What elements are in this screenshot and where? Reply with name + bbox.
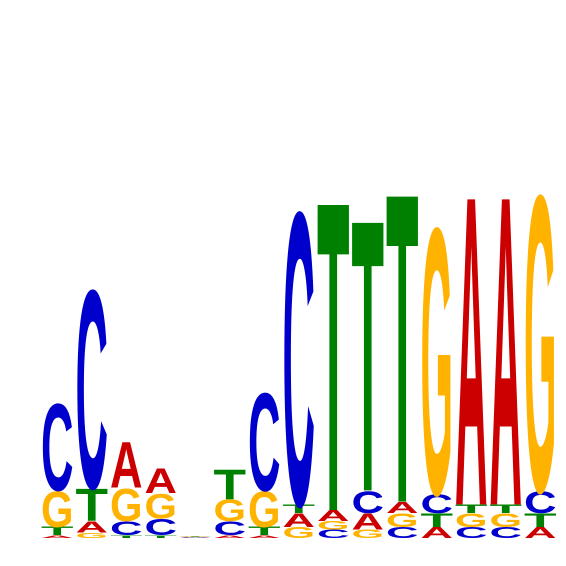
- logo-letter-a: A: [110, 429, 143, 503]
- logo-letter-c: C: [283, 125, 316, 566]
- logo-letter-a: A: [490, 102, 523, 566]
- logo-letter-t: T: [352, 138, 385, 566]
- logo-letter-c: C: [248, 365, 281, 521]
- logo-letter-a: A: [145, 462, 178, 501]
- logo-letter-t: T: [214, 460, 247, 508]
- logo-letter-c: C: [76, 233, 109, 549]
- logo-letter-g: G: [524, 107, 557, 566]
- logo-letter-c: C: [41, 379, 74, 518]
- logo-letter-g: G: [421, 148, 454, 566]
- logo-letter-t: T: [317, 108, 350, 566]
- logo-letter-a: A: [455, 102, 488, 566]
- logo-letter-t: T: [386, 100, 419, 566]
- logo-letter-t: T: [179, 536, 212, 537]
